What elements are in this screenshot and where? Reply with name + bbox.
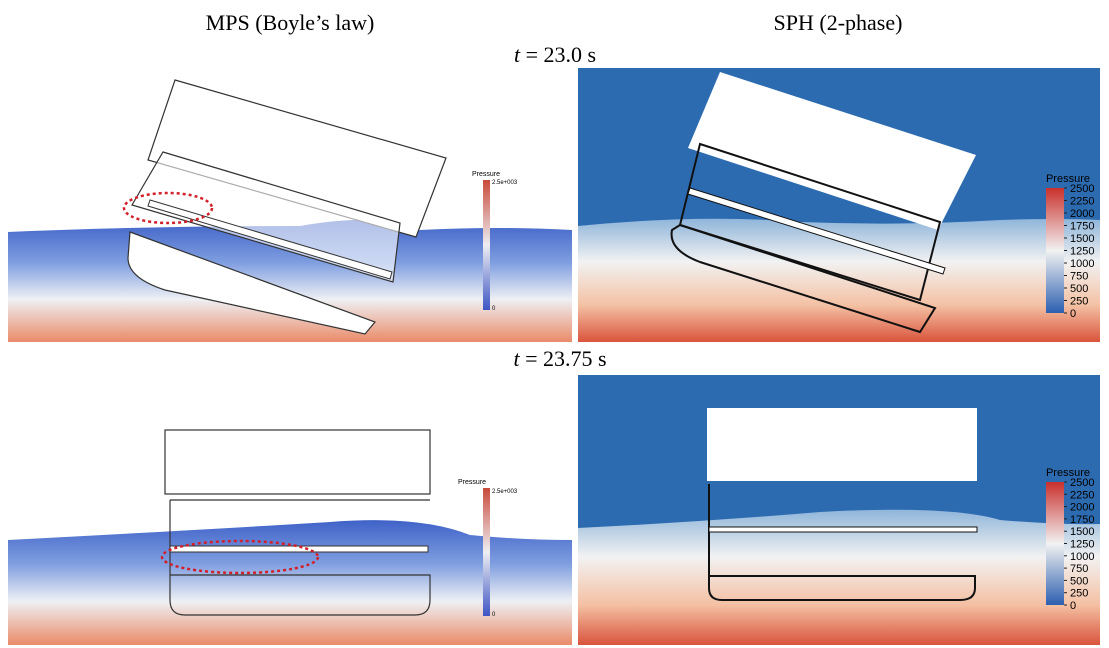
colorbar-title: Pressure — [1046, 467, 1090, 479]
colorbar-tick-label: 1250 — [1070, 246, 1094, 258]
colorbar-min: 0 — [492, 306, 496, 312]
colorbar-title: Pressure — [458, 479, 486, 486]
colorbar-min: 0 — [492, 612, 496, 618]
column-header: MPS (Boyle’s law) — [206, 10, 375, 35]
mps-panel: Pressure 2.5e+003 0 — [8, 68, 572, 342]
colorbar-tick-label: 1750 — [1070, 221, 1094, 233]
column-header: SPH (2-phase) — [774, 10, 903, 35]
mps-panel: Pressure 2.5e+003 0 — [8, 375, 572, 645]
colorbar-tick-label: 2250 — [1070, 196, 1094, 208]
sph-panel: Pressure25002250200017501500125010007505… — [578, 375, 1100, 645]
sph-panel: Pressure25002250200017501500125010007505… — [578, 68, 1100, 342]
colorbar-tick-label: 1000 — [1070, 551, 1094, 563]
colorbar-tick-label: 2250 — [1070, 489, 1094, 501]
colorbar-tick-label: 1250 — [1070, 539, 1094, 551]
colorbar-bar — [1046, 188, 1064, 313]
colorbar-tick-label: 1750 — [1070, 514, 1094, 526]
colorbar-title: Pressure — [1046, 173, 1090, 185]
colorbar-tick-label: 1000 — [1070, 258, 1094, 270]
colorbar-tick-label: 750 — [1070, 271, 1088, 283]
colorbar-tick-label: 2000 — [1070, 502, 1094, 514]
colorbar-tick-label: 1500 — [1070, 233, 1094, 245]
time-label: t = 23.75 s — [513, 346, 606, 371]
time-label: t = 23.0 s — [514, 42, 596, 67]
colorbar: Pressure25002250200017501500125010007505… — [1046, 467, 1095, 612]
colorbar-tick-label: 0 — [1070, 600, 1076, 612]
colorbar-tick-label: 250 — [1070, 588, 1088, 600]
colorbar-title: Pressure — [472, 171, 500, 178]
time-value: = 23.75 s — [525, 346, 606, 371]
colorbar-tick-label: 2500 — [1070, 183, 1094, 195]
colorbar-tick-label: 500 — [1070, 283, 1088, 295]
colorbar-tick-label: 2000 — [1070, 208, 1094, 220]
colorbar-tick-label: 2500 — [1070, 477, 1094, 489]
colorbar-bar — [1046, 482, 1064, 605]
colorbar-tick-label: 500 — [1070, 575, 1088, 587]
colorbar-tick-label: 750 — [1070, 563, 1088, 575]
colorbar-tick-label: 1500 — [1070, 526, 1094, 538]
colorbar: Pressure25002250200017501500125010007505… — [1046, 173, 1095, 320]
time-var: t — [514, 42, 521, 67]
colorbar-max: 2.5e+003 — [492, 489, 518, 495]
colorbar-tick-label: 250 — [1070, 296, 1088, 308]
colorbar-tick-label: 0 — [1070, 308, 1076, 320]
colorbar-max: 2.5e+003 — [492, 180, 518, 186]
time-value: = 23.0 s — [526, 42, 596, 67]
time-var: t — [513, 346, 520, 371]
